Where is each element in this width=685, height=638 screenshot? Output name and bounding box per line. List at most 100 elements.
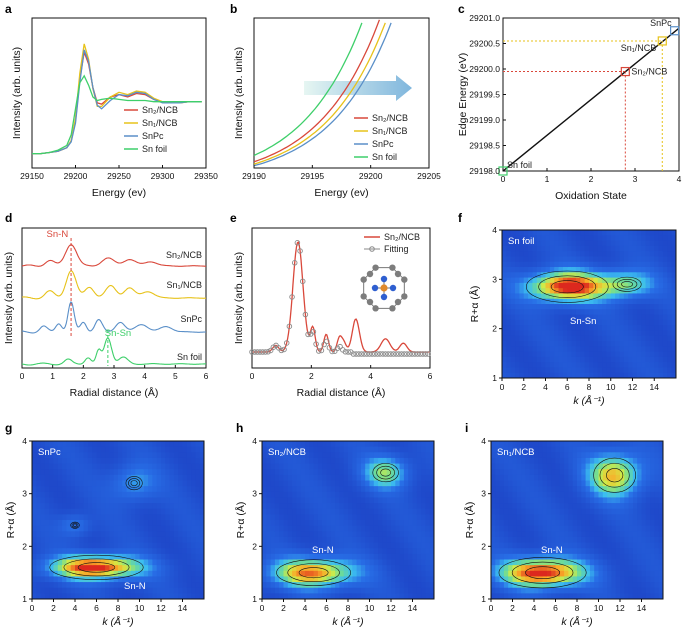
heatmap-cell: [87, 548, 93, 555]
heatmap-cell: [113, 469, 119, 476]
heatmap-cell: [538, 441, 544, 448]
heatmap-cell: [510, 256, 516, 263]
heatmap-cell: [57, 514, 63, 521]
panel-a-x-tick-label: 29150: [20, 171, 44, 181]
heatmap-cell: [649, 298, 655, 305]
heatmap-cell: [519, 335, 525, 342]
heatmap-cell: [296, 446, 302, 453]
heatmap-cell: [620, 559, 625, 566]
heatmap-cell: [562, 335, 568, 342]
heatmap-cell: [628, 314, 633, 321]
heatmap-cell: [607, 525, 612, 532]
heatmap-cell: [516, 480, 522, 487]
heatmap-cell: [270, 593, 276, 600]
heatmap-cell: [623, 288, 629, 294]
heatmap-cell: [602, 319, 607, 326]
heatmap-cell: [296, 531, 302, 538]
heatmap-cell: [515, 251, 520, 257]
heatmap-cell: [611, 457, 617, 465]
heatmap-cell: [195, 508, 201, 515]
heatmap-cell: [135, 536, 140, 544]
heatmap-cell: [335, 491, 340, 498]
heatmap-cell: [326, 565, 332, 572]
panel-c-point-label: Sn₁/NCB: [621, 43, 657, 53]
heatmap-cell: [534, 508, 539, 515]
heatmap-cell: [382, 503, 388, 510]
panel-b-ylabel: Intensity (arb. units): [233, 47, 245, 139]
panel-label-a: a: [5, 2, 12, 16]
heatmap-cell: [645, 351, 651, 358]
heatmap-cell: [262, 536, 267, 544]
heatmap-cell: [66, 486, 72, 493]
heatmap-cell: [529, 474, 535, 481]
heatmap-cell: [568, 520, 574, 527]
heatmap-cell: [156, 520, 162, 527]
heatmap-cell: [148, 553, 153, 560]
heatmap-cell: [270, 576, 276, 583]
heatmap-cell: [654, 277, 660, 284]
heatmap-cell: [606, 245, 612, 252]
heatmap-cell: [386, 559, 392, 566]
panel-c-x-tick-label: 2: [589, 174, 594, 184]
heatmap-cell: [515, 309, 520, 316]
heatmap-cell: [122, 587, 128, 594]
heatmap-cell: [87, 553, 93, 560]
heatmap-cell: [403, 565, 409, 572]
heatmap-cell: [615, 298, 620, 305]
heatmap-cell: [148, 457, 153, 465]
heatmap-cell: [577, 474, 582, 481]
heatmap-cell: [126, 463, 132, 470]
heatmap-cell: [403, 491, 409, 498]
heatmap-cell: [516, 565, 522, 572]
heatmap-cell: [542, 593, 548, 600]
heatmap-cell: [641, 288, 647, 294]
heatmap-cell: [339, 548, 345, 555]
heatmap-cell: [649, 356, 655, 363]
heatmap-cell: [532, 351, 538, 358]
heatmap-cell: [408, 570, 413, 577]
heatmap-cell: [523, 346, 529, 353]
heatmap-cell: [541, 230, 546, 236]
heatmap-cell: [568, 457, 574, 465]
heatmap-cell: [585, 452, 591, 459]
heatmap-cell: [641, 570, 647, 577]
heatmap-cell: [330, 441, 336, 448]
heatmap-cell: [343, 576, 349, 583]
heatmap-cell: [528, 367, 533, 374]
heatmap-cell: [32, 536, 37, 544]
heatmap-cell: [165, 520, 171, 527]
heatmap-cell: [641, 277, 647, 284]
heatmap-cell: [283, 593, 289, 600]
heatmap-cell: [412, 576, 418, 583]
heatmap-cell: [148, 463, 153, 470]
heatmap-cell: [671, 277, 677, 284]
heatmap-cell: [654, 330, 660, 337]
heatmap-cell: [429, 559, 435, 566]
heatmap-cell: [186, 565, 192, 572]
heatmap-cell: [335, 457, 340, 465]
heatmap-cell: [637, 582, 642, 589]
heatmap-cell: [305, 491, 310, 498]
heatmap-cell: [645, 267, 651, 273]
heatmap-cell: [339, 593, 345, 600]
heatmap-cell: [521, 525, 526, 532]
heatmap-cell: [92, 542, 97, 549]
panel-c-point-label: SnPc: [650, 18, 672, 28]
heatmap-cell: [296, 542, 302, 549]
heatmap-cell: [623, 362, 629, 368]
heatmap-cell: [348, 553, 353, 560]
heatmap-cell: [534, 514, 539, 521]
panel-f-xlabel: k (Å⁻¹): [573, 394, 604, 407]
heatmap-cell: [352, 457, 358, 465]
heatmap-cell: [274, 576, 280, 583]
heatmap-cell: [83, 542, 89, 549]
heatmap-cell: [421, 497, 426, 504]
heatmap-cell: [637, 593, 642, 600]
heatmap-cell: [156, 441, 162, 448]
heatmap-cell: [429, 469, 435, 476]
heatmap-cell: [636, 319, 642, 326]
heatmap-cell: [558, 267, 564, 273]
heatmap-cell: [611, 593, 617, 600]
heatmap-cell: [109, 441, 115, 448]
panel-c-xlabel: Oxidation State: [555, 190, 627, 202]
